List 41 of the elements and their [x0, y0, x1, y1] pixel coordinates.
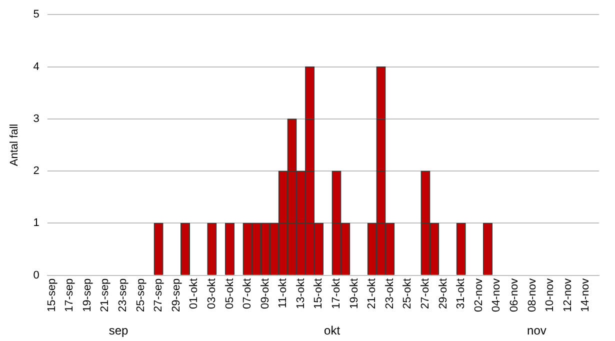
- y-tick-label: 3: [33, 112, 40, 125]
- x-tick-label: 31-okt: [455, 278, 468, 309]
- x-tick-label: 27-sep: [152, 278, 165, 312]
- x-tick-label: 06-nov: [508, 278, 520, 312]
- x-tick-label: 19-sep: [81, 278, 94, 312]
- x-tick-label: 03-okt: [206, 278, 218, 309]
- x-tick-label: 13-okt: [294, 278, 307, 309]
- x-tick-label: 17-sep: [64, 278, 76, 312]
- x-tick-label: 19-okt: [348, 278, 360, 309]
- text: sep: [108, 323, 128, 338]
- x-tick-label: 29-okt: [437, 278, 450, 309]
- x-tick-label: 10-nov: [544, 278, 556, 312]
- x-tick-label: 04-nov: [490, 278, 503, 312]
- x-tick-label: 05-okt: [224, 278, 236, 309]
- x-tick-label: 01-okt: [188, 278, 200, 309]
- x-tick-label: 29-sep: [170, 278, 182, 312]
- y-tick-label: 1: [33, 217, 40, 230]
- y-tick-label: 2: [33, 165, 40, 178]
- text: nov: [527, 323, 546, 338]
- x-tick-label: 15-okt: [312, 278, 325, 309]
- y-tick-label: 4: [33, 60, 40, 73]
- x-tick-label: 08-nov: [526, 278, 538, 312]
- x-tick-label: 21-okt: [366, 278, 378, 309]
- x-tick-label: 27-okt: [420, 278, 432, 309]
- x-tick-label: 09-okt: [259, 278, 272, 309]
- x-tick-label: 12-nov: [562, 278, 574, 312]
- x-tick-label: 23-sep: [116, 278, 129, 312]
- x-tick-label: 23-okt: [384, 278, 396, 309]
- x-tick-label: 02-nov: [472, 278, 485, 312]
- x-tick-label: 11-okt: [277, 278, 290, 308]
- x-tick-label: 07-okt: [242, 278, 254, 309]
- x-tick-label: 14-nov: [580, 278, 592, 312]
- y-tick-label: 0: [33, 269, 40, 282]
- y-tick-label: 5: [33, 8, 40, 21]
- x-tick-label: 25-okt: [402, 278, 414, 309]
- x-tick-label: 21-sep: [99, 278, 112, 312]
- y-axis-title: Antal fall: [8, 124, 21, 166]
- x-tick-label: 17-okt: [330, 278, 343, 309]
- x-tick-label: 15-sep: [46, 278, 58, 312]
- x-tick-label: 25-sep: [134, 278, 147, 312]
- text: okt: [324, 323, 341, 338]
